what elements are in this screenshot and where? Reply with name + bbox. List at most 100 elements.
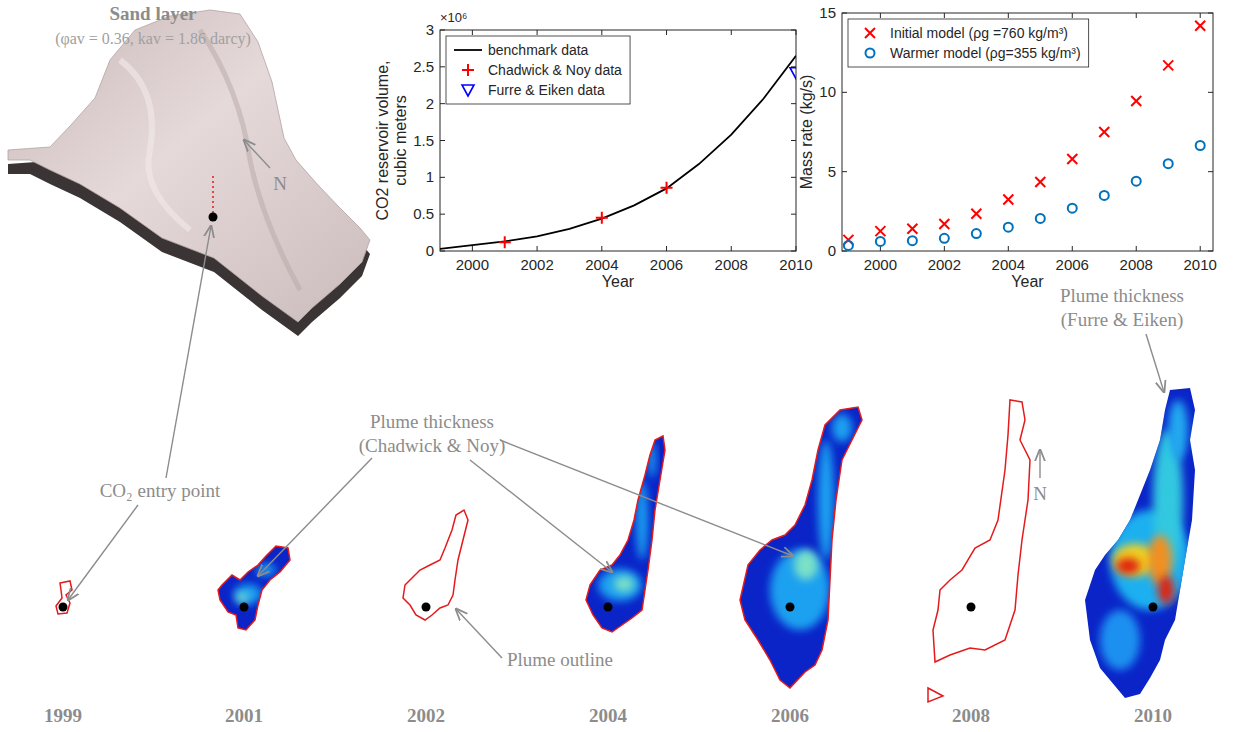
sand-layer-surface <box>8 10 370 322</box>
x-tick <box>1136 246 1137 251</box>
y-tick <box>1208 171 1213 172</box>
x-tick <box>601 246 602 251</box>
data-point <box>790 68 796 79</box>
year-label: 2010 <box>1134 705 1172 726</box>
x-tick <box>944 246 945 251</box>
plume-map: 2006 <box>740 407 862 726</box>
plume-thickness <box>1085 388 1195 698</box>
thickness-patch <box>1100 610 1140 670</box>
y-tick <box>791 140 796 141</box>
sand-layer-title: Sand layer <box>109 3 197 24</box>
sand-layer-ridge <box>200 30 300 290</box>
data-point <box>844 241 853 250</box>
annotation-arrow <box>1039 450 1040 478</box>
y-tick-label: 10 <box>819 83 836 100</box>
plume-outline <box>928 688 943 702</box>
y-tick <box>842 171 847 172</box>
x-tick-label: 2004 <box>585 256 618 273</box>
axes-frame <box>842 13 1213 251</box>
x-axis-title: Year <box>1011 273 1044 290</box>
y-axis-title-line: cubic meters <box>392 95 409 186</box>
y-tick-label: 1.5 <box>413 132 434 149</box>
x-tick <box>731 30 732 35</box>
entry-point <box>240 603 249 612</box>
y-tick <box>440 140 445 141</box>
annotation-arrow <box>500 440 793 556</box>
north-label: N <box>273 173 287 194</box>
legend-marker <box>866 49 875 58</box>
entry-point <box>59 603 68 612</box>
y-multiplier: ×10⁶ <box>440 10 467 25</box>
thickness-patch <box>614 576 634 592</box>
x-tick <box>1008 13 1009 18</box>
entry-point <box>967 603 976 612</box>
data-point <box>1003 194 1013 204</box>
y-tick-label: 5 <box>828 163 836 180</box>
x-tick <box>880 13 881 18</box>
data-point <box>972 229 981 238</box>
y-tick <box>440 66 445 67</box>
y-tick <box>440 103 445 104</box>
plume-map: 2010 <box>1085 388 1195 726</box>
plume-thickness <box>234 564 276 604</box>
annotation-arrow <box>68 505 138 600</box>
plume-map: 2008 <box>928 400 1030 726</box>
y-tick <box>440 177 445 178</box>
legend-label: Furre & Eiken data <box>488 82 605 98</box>
y-tick <box>440 214 445 215</box>
x-tick <box>472 246 473 251</box>
plume-map: 2002 <box>403 510 468 726</box>
annotation-arrow <box>456 609 502 658</box>
y-tick <box>791 214 796 215</box>
legend-marker <box>454 49 482 51</box>
plume-map: 1999 <box>44 581 82 726</box>
entry-point <box>786 603 795 612</box>
chart: 200020022004200620082010051015YearMass r… <box>798 4 1217 290</box>
x-tick <box>601 30 602 35</box>
annotation-arrow <box>258 458 372 576</box>
data-layer <box>843 21 1205 250</box>
legend-marker <box>865 28 875 38</box>
year-label: 1999 <box>44 705 82 726</box>
legend-label: benchmark data <box>488 42 589 58</box>
plume-thickness <box>740 407 862 688</box>
data-point <box>876 237 885 246</box>
y-tick-label: 0.5 <box>413 205 434 222</box>
data-point <box>499 236 511 248</box>
annotation-arrow <box>166 226 211 478</box>
annotation: Plume thickness(Chadwick & Noy) <box>359 411 506 457</box>
y-axis-title-line: CO2 reservoir volume, <box>374 60 391 220</box>
sand-layer-ridge <box>120 60 190 230</box>
y-tick-label: 0 <box>828 242 836 259</box>
data-point <box>1100 191 1109 200</box>
data-point <box>1067 154 1077 164</box>
plume-outline <box>740 407 862 688</box>
data-point <box>908 236 917 245</box>
well-line <box>212 176 214 214</box>
thickness-patch <box>1116 558 1140 574</box>
data-point <box>1068 204 1077 213</box>
year-label: 2001 <box>225 705 263 726</box>
data-point <box>1035 177 1045 187</box>
plume-outline <box>933 400 1030 662</box>
x-tick-label: 2008 <box>1120 256 1153 273</box>
y-axis-title: CO2 reservoir volume,cubic meters <box>374 60 409 220</box>
y-tick-label: 15 <box>819 4 836 21</box>
y-tick <box>791 177 796 178</box>
plume-outline <box>586 436 665 632</box>
data-point <box>875 226 885 236</box>
x-tick-label: 2004 <box>992 256 1025 273</box>
data-point <box>1004 223 1013 232</box>
legend-label: Initial model (ρg =760 kg/m³) <box>890 25 1068 41</box>
axes-frame <box>440 30 796 251</box>
thickness-patch <box>636 480 648 560</box>
entry-point <box>422 603 431 612</box>
x-tick <box>1072 246 1073 251</box>
x-tick <box>1008 246 1009 251</box>
x-tick <box>1200 246 1201 251</box>
y-tick-label: 3 <box>426 21 434 38</box>
thickness-patch <box>1158 576 1174 604</box>
data-point <box>1163 60 1173 70</box>
x-tick <box>1200 13 1201 18</box>
thickness-patch <box>770 550 830 630</box>
